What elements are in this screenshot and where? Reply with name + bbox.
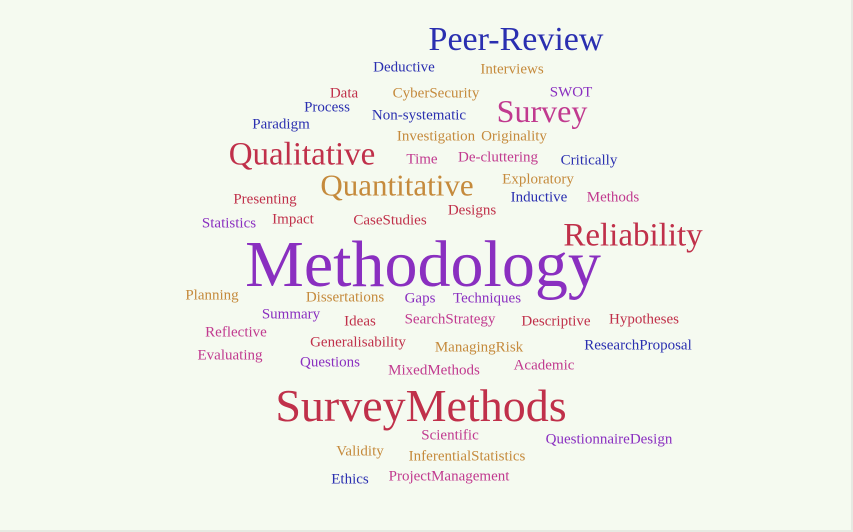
- word-summary: Summary: [261, 306, 321, 323]
- word-non-systematic: Non-systematic: [371, 107, 467, 124]
- word-projectmanagement: ProjectManagement: [388, 468, 510, 485]
- word-quantitative: Quantitative: [320, 167, 474, 203]
- word-hypotheses: Hypotheses: [609, 311, 679, 328]
- word-methodology: Methodology: [245, 228, 601, 301]
- word-critically: Critically: [560, 152, 618, 169]
- word-data: Data: [329, 85, 359, 102]
- word-questionnairedesign: QuestionnaireDesign: [545, 431, 673, 448]
- word-designs: Designs: [447, 202, 497, 219]
- word-planning: Planning: [185, 287, 239, 304]
- word-generalisability: Generalisability: [310, 334, 406, 351]
- word-interviews: Interviews: [480, 61, 544, 78]
- word-techniques: Techniques: [452, 290, 522, 307]
- word-validity: Validity: [336, 443, 384, 460]
- word-exploratory: Exploratory: [502, 171, 574, 188]
- word-presenting: Presenting: [233, 191, 297, 208]
- word-managingrisk: ManagingRisk: [434, 339, 524, 356]
- word-reliability: Reliability: [563, 217, 703, 254]
- word-process: Process: [304, 99, 350, 116]
- word-ethics: Ethics: [331, 471, 369, 488]
- word-deductive: Deductive: [373, 59, 435, 76]
- word-reflective: Reflective: [205, 324, 267, 341]
- word-researchproposal: ResearchProposal: [584, 337, 692, 354]
- word-investigation: Investigation: [396, 128, 476, 145]
- word-swot: SWOT: [549, 84, 593, 101]
- word-qualitative: Qualitative: [228, 136, 376, 173]
- word-evaluating: Evaluating: [197, 347, 263, 364]
- word-peer-review: Peer-Review: [428, 21, 604, 58]
- word-dissertations: Dissertations: [305, 289, 385, 306]
- bottom-border: [0, 530, 853, 532]
- word-methods: Methods: [586, 189, 640, 206]
- word-inferentialstatistics: InferentialStatistics: [408, 448, 526, 465]
- word-originality: Originality: [481, 128, 547, 145]
- word-survey: Survey: [496, 93, 588, 129]
- word-cybersecurity: CyberSecurity: [392, 85, 480, 102]
- right-border: [851, 0, 853, 532]
- word-mixedmethods: MixedMethods: [388, 362, 480, 379]
- word-statistics: Statistics: [201, 215, 257, 232]
- word-impact: Impact: [272, 211, 314, 228]
- word-academic: Academic: [513, 357, 575, 374]
- word-scientific: Scientific: [421, 427, 479, 444]
- word-gaps: Gaps: [404, 290, 436, 307]
- word-paradigm: Paradigm: [252, 116, 310, 133]
- word-time: Time: [406, 151, 438, 168]
- word-descriptive: Descriptive: [521, 313, 591, 330]
- word-surveymethods: SurveyMethods: [275, 380, 567, 431]
- word-inductive: Inductive: [510, 189, 568, 206]
- word-de-cluttering: De-cluttering: [458, 149, 538, 166]
- word-questions: Questions: [300, 354, 360, 371]
- word-casestudies: CaseStudies: [353, 212, 427, 229]
- word-searchstrategy: SearchStrategy: [404, 311, 496, 328]
- word-ideas: Ideas: [344, 313, 376, 330]
